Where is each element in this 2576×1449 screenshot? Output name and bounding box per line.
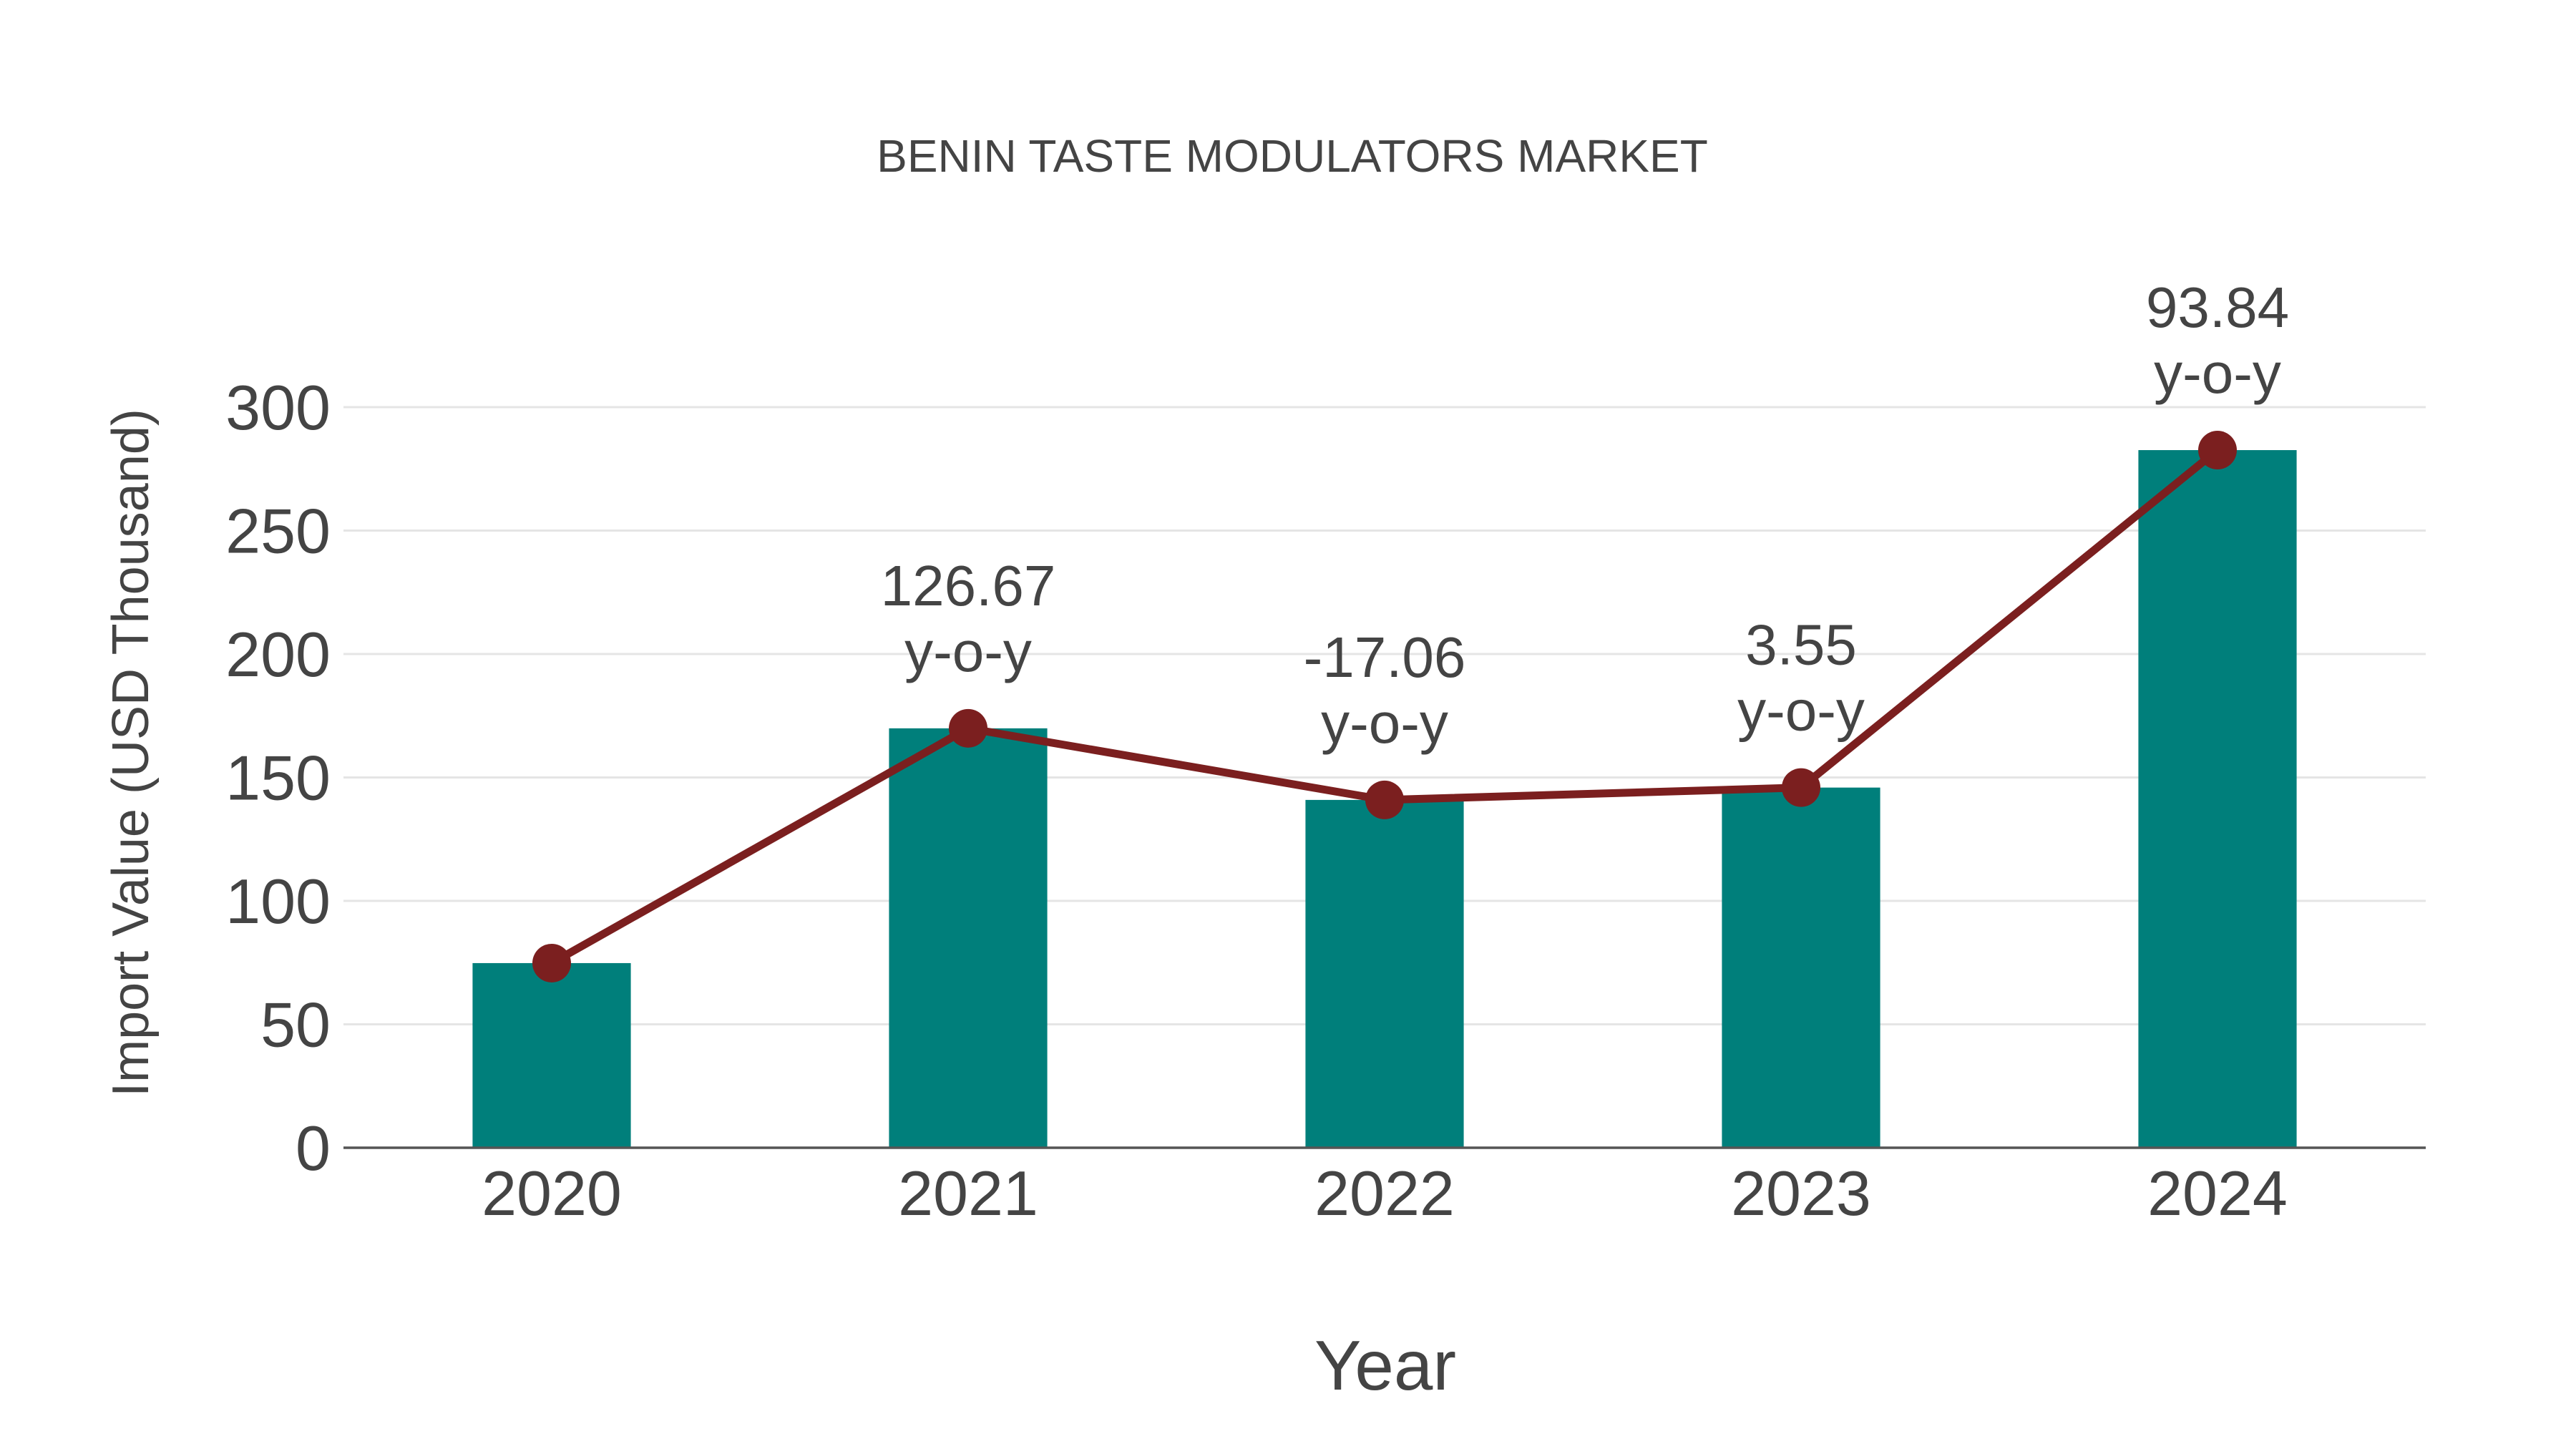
yoy-value: 126.67 — [881, 554, 1056, 618]
y-tick-label: 100 — [225, 866, 331, 937]
marker-2023 — [1782, 768, 1820, 807]
yoy-suffix: y-o-y — [2154, 341, 2281, 405]
chart-title: BENIN TASTE MODULATORS MARKET — [877, 130, 1708, 182]
yoy-value: -17.06 — [1304, 625, 1466, 689]
y-axis-ticks: 0 50 100 150 200 250 300 — [225, 372, 331, 1184]
marker-2021 — [949, 708, 987, 748]
x-tick-label: 2024 — [2147, 1158, 2288, 1229]
x-tick-label: 2020 — [482, 1158, 622, 1229]
marker-2022 — [1365, 780, 1404, 819]
yoy-suffix: y-o-y — [1737, 679, 1865, 743]
bar-2022 — [1305, 799, 1464, 1148]
x-axis-ticks: 2020 2021 2022 2023 2024 — [482, 1158, 2288, 1229]
y-tick-label: 50 — [260, 990, 331, 1060]
y-tick-label: 200 — [225, 619, 331, 690]
bars — [472, 450, 2297, 1148]
bar-2023 — [1722, 787, 1880, 1148]
y-tick-label: 0 — [296, 1113, 331, 1184]
bar-2020 — [472, 962, 631, 1148]
bar-2024 — [2138, 450, 2297, 1148]
marker-2020 — [532, 943, 571, 982]
y-axis-title: Import Value (USD Thousand) — [102, 409, 160, 1097]
yoy-suffix: y-o-y — [904, 620, 1032, 683]
yoy-suffix: y-o-y — [1321, 691, 1448, 755]
bar-2021 — [889, 728, 1048, 1148]
gridlines — [343, 406, 2426, 1025]
x-tick-label: 2023 — [1731, 1158, 1871, 1229]
x-tick-label: 2022 — [1314, 1158, 1455, 1229]
y-tick-label: 150 — [225, 743, 331, 814]
x-tick-label: 2021 — [898, 1158, 1038, 1229]
y-tick-label: 250 — [225, 496, 331, 567]
x-axis-title: Year — [1314, 1326, 1456, 1405]
marker-2024 — [2198, 431, 2237, 470]
yoy-annotations: 126.67y-o-y -17.06y-o-y3.55y-o-y93.84y-o-… — [881, 275, 2289, 755]
y-tick-label: 300 — [225, 372, 331, 443]
trend-line — [532, 431, 2237, 982]
yoy-value: 3.55 — [1745, 613, 1857, 677]
yoy-value: 93.84 — [2146, 275, 2289, 339]
